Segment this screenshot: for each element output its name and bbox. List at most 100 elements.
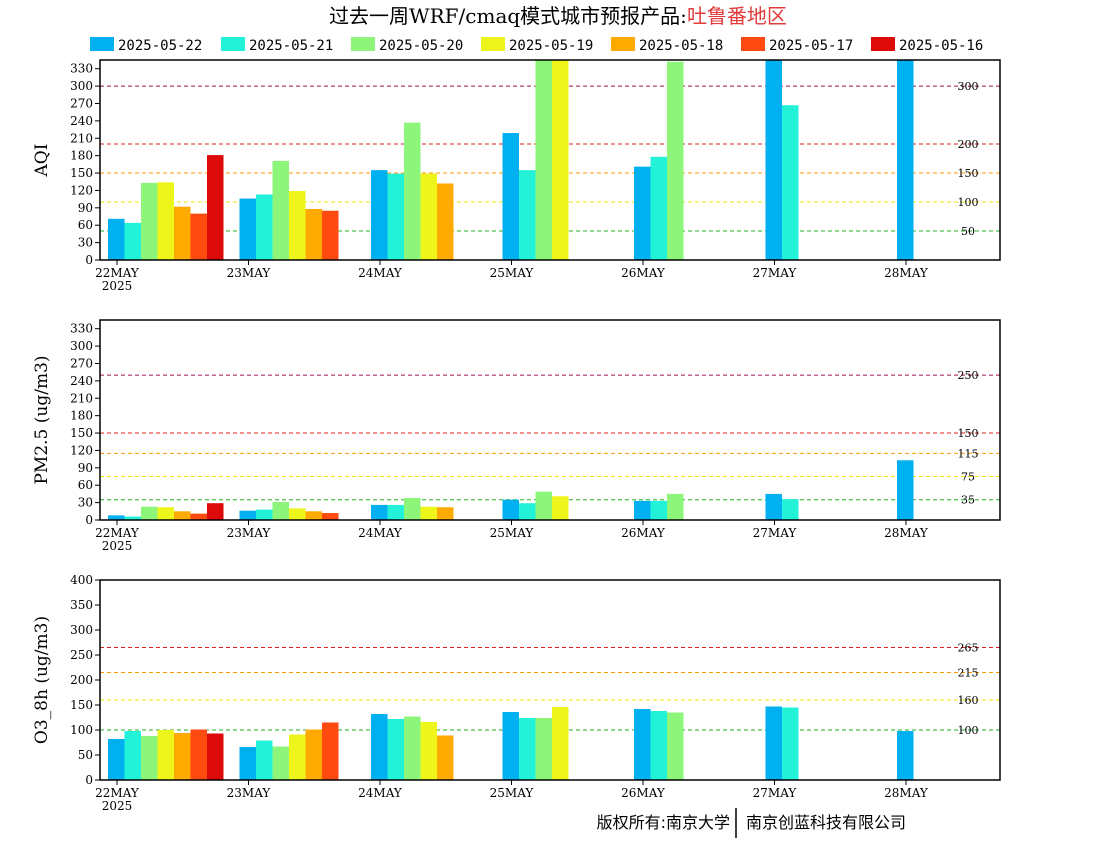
x-tick-label: 22MAY bbox=[95, 526, 140, 540]
y-tick-label: 90 bbox=[78, 201, 93, 215]
bar bbox=[141, 506, 158, 520]
bar bbox=[437, 183, 454, 260]
bar bbox=[272, 160, 289, 260]
bar bbox=[108, 739, 125, 780]
bar bbox=[272, 746, 289, 780]
threshold-label: 100 bbox=[958, 724, 979, 737]
y-tick-label: 180 bbox=[70, 409, 93, 423]
x-tick-label: 27MAY bbox=[753, 526, 798, 540]
y-tick-label: 100 bbox=[70, 723, 93, 737]
legend-label: 2025-05-17 bbox=[769, 38, 853, 54]
y-tick-label: 250 bbox=[70, 648, 93, 662]
bar bbox=[322, 210, 339, 260]
bar bbox=[782, 105, 799, 260]
y-tick-label: 0 bbox=[85, 513, 93, 527]
bar bbox=[404, 122, 421, 260]
chart-panel: 100 160 215 265 0 50 100 150 200 250 300 350 400 22MA… bbox=[32, 573, 1001, 813]
threshold-label: 215 bbox=[958, 667, 979, 680]
x-tick-label: 27MAY bbox=[753, 266, 798, 280]
threshold-label: 250 bbox=[958, 369, 979, 382]
x-tick-label: 25MAY bbox=[490, 266, 535, 280]
legend-swatch bbox=[741, 37, 765, 51]
bar bbox=[535, 718, 552, 780]
bar bbox=[502, 712, 519, 780]
bar bbox=[437, 507, 454, 520]
threshold-label: 115 bbox=[958, 447, 979, 460]
bar bbox=[535, 60, 552, 260]
bar bbox=[552, 707, 569, 780]
bar bbox=[667, 61, 684, 260]
bar bbox=[124, 222, 141, 260]
bar bbox=[157, 182, 174, 260]
bar bbox=[897, 60, 914, 260]
bar bbox=[667, 493, 684, 520]
bar bbox=[371, 714, 388, 780]
y-tick-label: 120 bbox=[70, 443, 93, 457]
bar bbox=[765, 493, 782, 520]
bar bbox=[239, 747, 256, 780]
bar bbox=[552, 60, 569, 260]
y-tick-label: 50 bbox=[78, 748, 93, 762]
bar bbox=[420, 173, 437, 260]
bar bbox=[765, 60, 782, 260]
y-tick-label: 0 bbox=[85, 253, 93, 267]
threshold-label: 100 bbox=[958, 196, 979, 209]
bar bbox=[782, 499, 799, 520]
bar bbox=[124, 731, 141, 780]
legend-swatch bbox=[90, 37, 114, 51]
chart-title: 过去一周WRF/cmaq模式城市预报产品:吐鲁番地区 bbox=[329, 4, 787, 28]
bar bbox=[272, 502, 289, 520]
legend-item: 2025-05-19 bbox=[481, 37, 593, 54]
x-tick-label: 25MAY bbox=[490, 526, 535, 540]
x-year-label: 2025 bbox=[102, 539, 133, 553]
bar bbox=[190, 729, 207, 780]
threshold-label: 265 bbox=[958, 642, 979, 655]
chart-title-region: 吐鲁番地区 bbox=[687, 4, 787, 28]
bar bbox=[124, 516, 141, 520]
bar bbox=[305, 208, 322, 260]
bar bbox=[322, 722, 339, 780]
y-tick-label: 400 bbox=[70, 573, 93, 587]
x-tick-label: 23MAY bbox=[227, 786, 272, 800]
bar bbox=[535, 491, 552, 520]
x-tick-label: 28MAY bbox=[884, 786, 929, 800]
footer-copyright: 版权所有:南京大学 bbox=[597, 813, 730, 832]
y-tick-label: 180 bbox=[70, 149, 93, 163]
bar bbox=[305, 511, 322, 520]
x-tick-label: 22MAY bbox=[95, 266, 140, 280]
threshold-label: 300 bbox=[958, 80, 979, 93]
bar bbox=[207, 155, 224, 260]
bar bbox=[256, 194, 273, 260]
bar bbox=[519, 170, 536, 260]
bar bbox=[420, 722, 437, 780]
legend-item: 2025-05-16 bbox=[871, 37, 983, 54]
y-tick-label: 150 bbox=[70, 426, 93, 440]
bar bbox=[634, 500, 651, 520]
x-tick-label: 24MAY bbox=[358, 786, 403, 800]
bar bbox=[157, 730, 174, 780]
bar bbox=[650, 500, 667, 520]
bar bbox=[371, 504, 388, 520]
y-axis-title: O3_8h (ug/m3) bbox=[32, 616, 52, 744]
bar bbox=[108, 218, 125, 260]
legend-label: 2025-05-16 bbox=[899, 38, 983, 54]
y-tick-label: 330 bbox=[70, 62, 93, 76]
x-tick-label: 23MAY bbox=[227, 526, 272, 540]
chart-panel: 50 100 150 200 300 0 30 60 90 120 150 180 210 240 270 3… bbox=[32, 59, 1001, 293]
legend-item: 2025-05-22 bbox=[90, 37, 202, 54]
y-tick-label: 150 bbox=[70, 166, 93, 180]
bar bbox=[256, 740, 273, 780]
plot-frame bbox=[99, 319, 1001, 521]
bar bbox=[765, 706, 782, 780]
y-tick-label: 30 bbox=[78, 496, 93, 510]
bar bbox=[519, 718, 536, 780]
legend-swatch bbox=[351, 37, 375, 51]
y-tick-label: 210 bbox=[70, 391, 93, 405]
x-tick-label: 26MAY bbox=[621, 786, 666, 800]
bar bbox=[552, 496, 569, 520]
legend-label: 2025-05-22 bbox=[118, 38, 202, 54]
x-year-label: 2025 bbox=[102, 279, 133, 293]
threshold-label: 150 bbox=[958, 427, 979, 440]
bar bbox=[190, 213, 207, 260]
